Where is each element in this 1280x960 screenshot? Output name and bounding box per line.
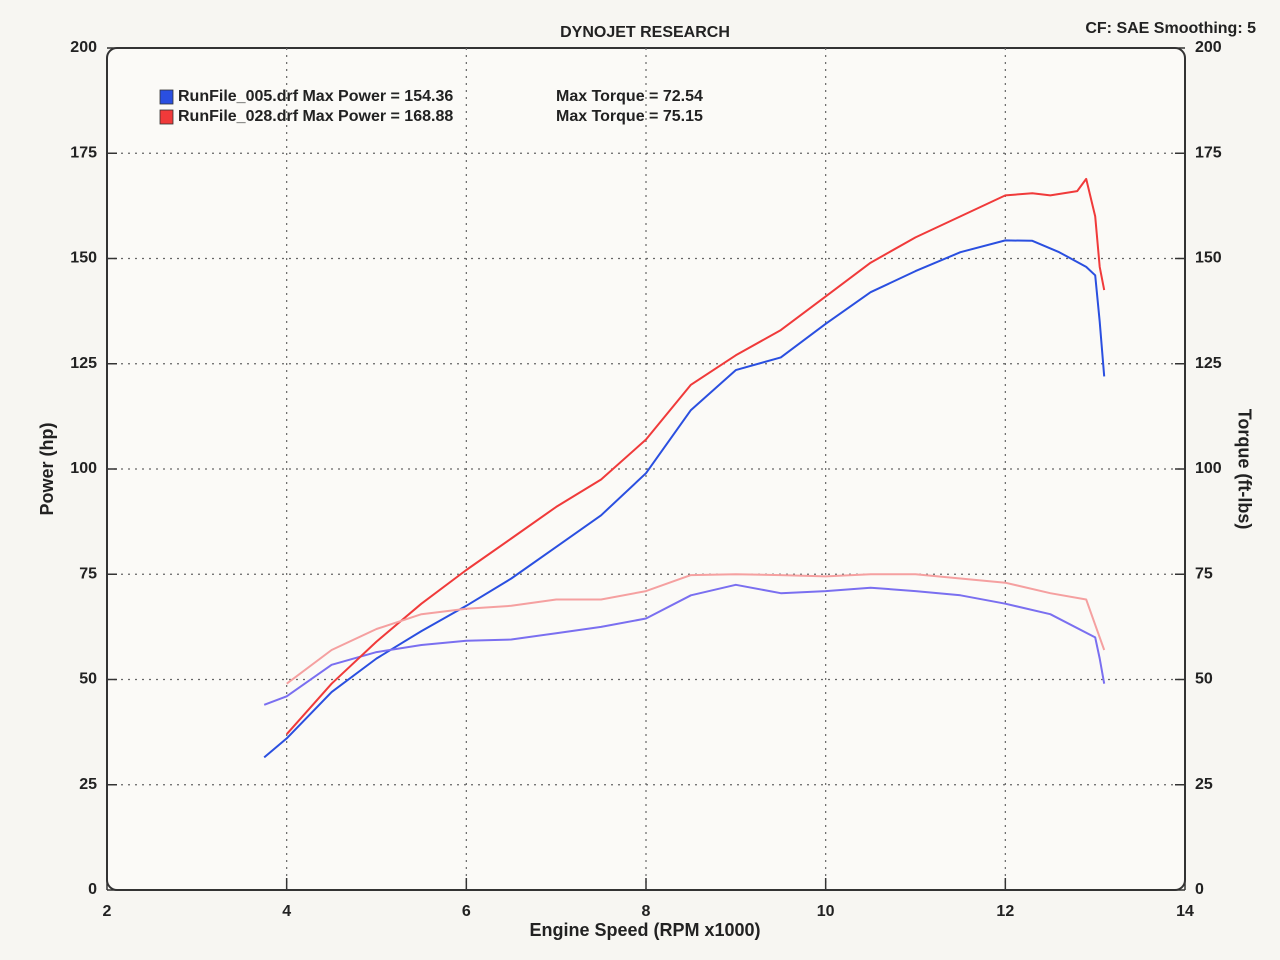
- y2-axis-label: Torque (ft-lbs): [1234, 409, 1254, 530]
- y2-tick-label: 75: [1195, 565, 1213, 582]
- y2-tick-label: 150: [1195, 250, 1222, 267]
- chart-title: DYNOJET RESEARCH: [560, 24, 730, 41]
- legend-swatch: [159, 89, 174, 105]
- y-axis-label: Power (hp): [37, 422, 57, 515]
- y-tick-label: 25: [79, 776, 97, 793]
- x-tick-label: 4: [282, 903, 291, 920]
- y-tick-label: 50: [79, 671, 97, 688]
- y2-tick-label: 0: [1195, 881, 1204, 898]
- y-tick-label: 175: [70, 144, 97, 161]
- legend-entry: Max Torque = 75.15: [556, 108, 703, 125]
- y-tick-label: 150: [70, 250, 97, 267]
- data-line: [286, 573, 1106, 685]
- data-line: [263, 583, 1106, 706]
- y2-tick-label: 125: [1195, 355, 1222, 372]
- y2-tick-label: 50: [1195, 671, 1213, 688]
- legend-entry: RunFile_005.drf Max Power = 154.36: [178, 88, 453, 105]
- legend-entry: Max Torque = 72.54: [556, 88, 703, 105]
- x-tick-label: 8: [642, 903, 651, 920]
- y2-tick-label: 25: [1195, 776, 1213, 793]
- x-tick-label: 10: [817, 903, 835, 920]
- y-tick-label: 200: [70, 39, 97, 56]
- y-tick-label: 75: [79, 565, 97, 582]
- x-tick-label: 14: [1176, 903, 1194, 920]
- y2-tick-label: 100: [1195, 460, 1222, 477]
- legend-swatch: [159, 109, 174, 125]
- y2-tick-label: 200: [1195, 39, 1222, 56]
- chart-subtitle: CF: SAE Smoothing: 5: [1085, 20, 1256, 37]
- y-tick-label: 100: [70, 460, 97, 477]
- x-tick-label: 2: [103, 903, 112, 920]
- y2-tick-label: 175: [1195, 144, 1222, 161]
- x-tick-label: 12: [996, 903, 1014, 920]
- x-axis-label: Engine Speed (RPM x1000): [529, 920, 760, 940]
- legend-entry: RunFile_028.drf Max Power = 168.88: [178, 108, 453, 125]
- y-tick-label: 0: [88, 881, 97, 898]
- data-line: [285, 177, 1106, 735]
- x-tick-label: 6: [462, 903, 471, 920]
- y-tick-label: 125: [70, 355, 97, 372]
- data-line: [263, 239, 1106, 759]
